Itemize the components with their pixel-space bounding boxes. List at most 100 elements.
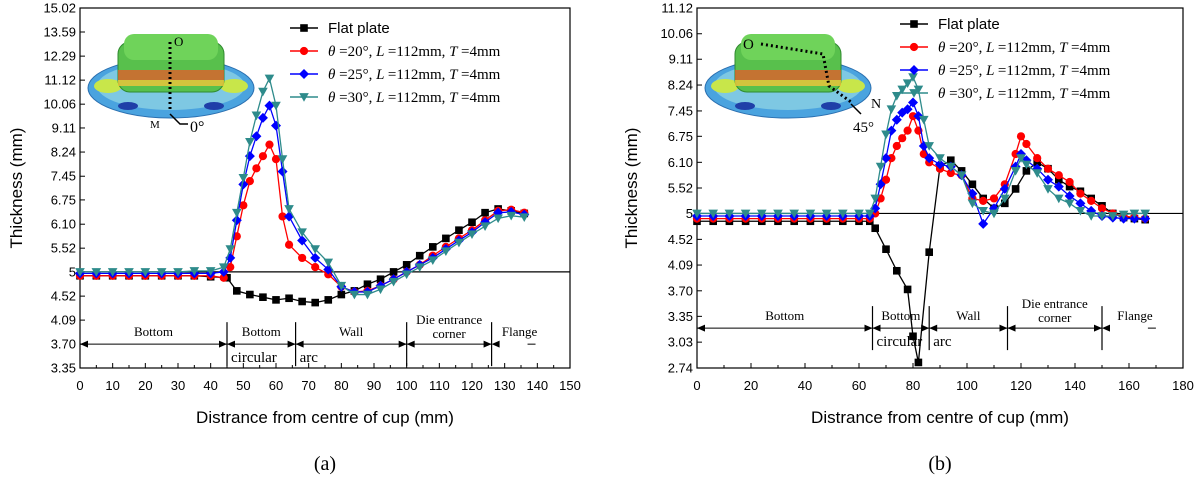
data-point-theta30 — [258, 87, 268, 97]
data-point-flat — [968, 180, 977, 189]
legend-label-part: L — [375, 44, 388, 60]
legend-label-part: =20°, — [335, 44, 376, 60]
y-tick-label: 3.70 — [51, 337, 76, 352]
data-point-theta30 — [935, 154, 945, 163]
data-point-theta30 — [708, 209, 718, 219]
series-theta25 — [75, 100, 530, 297]
y-tick-label: 4.09 — [668, 258, 693, 273]
data-point-theta30 — [1010, 167, 1021, 176]
y-tick-label: 11.12 — [661, 1, 693, 16]
data-point-theta30 — [454, 238, 464, 248]
region-label: Bottom — [242, 324, 281, 339]
data-point-theta30 — [946, 162, 956, 172]
data-point-theta20 — [1016, 132, 1026, 141]
x-tick-label: 20 — [138, 378, 152, 393]
data-point-theta20 — [298, 253, 307, 263]
legend-label-part: θ — [938, 40, 946, 56]
data-point-flat — [233, 287, 241, 295]
region-arrowhead — [697, 324, 705, 332]
data-point-theta30 — [336, 281, 347, 291]
legend-label-part: θ — [938, 86, 946, 102]
region-label: Bottom — [134, 324, 173, 339]
legend-label-part: =112mm, — [388, 67, 449, 83]
data-point-theta30 — [506, 211, 516, 221]
x-tick-label: 40 — [798, 378, 812, 393]
region-sub-label: arc — [300, 350, 319, 366]
legend-label-part: =112mm, — [998, 86, 1059, 102]
inset-cup-band — [118, 70, 224, 80]
fe-contour-inset: O N 45° — [704, 34, 881, 136]
chart-b: O N 45° 0 20 40 60 80 100 120 140 160 180 2.74 3.03 3.3… — [622, 1, 1194, 476]
data-point-theta30 — [297, 228, 307, 238]
data-point-theta30 — [375, 285, 386, 295]
data-point-theta30 — [1016, 154, 1026, 163]
x-tick-label: 80 — [906, 378, 920, 393]
data-point-theta30 — [264, 74, 275, 84]
data-point-flat — [442, 234, 450, 243]
data-point-theta30 — [428, 256, 438, 266]
data-point-theta20 — [219, 273, 228, 282]
data-point-flat — [1055, 175, 1063, 184]
y-tick-label: 10.06 — [43, 97, 76, 112]
region-arrowhead — [227, 340, 235, 348]
legend-label-part: L — [375, 67, 388, 83]
data-point-theta30 — [124, 268, 134, 277]
data-point-theta30 — [724, 209, 735, 219]
region-sub-label: arc — [933, 334, 952, 350]
data-point-theta20 — [265, 140, 274, 149]
data-point-theta30 — [349, 290, 360, 300]
data-point-theta25 — [891, 114, 902, 125]
region-arrowhead — [1094, 324, 1102, 332]
x-axis-label: Distrance from centre of cup (mm) — [811, 408, 1069, 427]
data-point-theta30 — [271, 101, 281, 111]
data-point-theta25 — [238, 179, 249, 190]
data-point-theta30 — [1086, 212, 1096, 221]
region-label: Flange — [502, 324, 538, 339]
data-point-theta20 — [226, 263, 235, 272]
inset-cup-band — [735, 70, 841, 80]
inset-point-start: O — [174, 34, 183, 49]
series-flat — [693, 156, 1149, 367]
data-point-theta30 — [757, 209, 767, 219]
y-tick-label: 5 — [69, 264, 76, 279]
data-point-theta30 — [277, 155, 288, 164]
data-point-theta20 — [898, 134, 907, 143]
region-label: corner — [433, 326, 467, 341]
data-point-theta30 — [1108, 212, 1118, 221]
data-point-flat — [272, 296, 280, 304]
y-tick-label: 3.03 — [668, 335, 693, 350]
region-arrowhead — [999, 324, 1008, 332]
x-tick-label: 60 — [269, 378, 283, 393]
x-tick-label: 180 — [1172, 378, 1194, 393]
inset-angle-label: 45° — [853, 120, 874, 136]
data-point-flat — [363, 280, 372, 289]
data-point-flat — [914, 358, 923, 367]
data-point-theta30 — [173, 268, 183, 277]
data-point-theta20 — [239, 201, 248, 210]
data-point-theta20 — [1076, 189, 1085, 198]
y-tick-label: 3.35 — [668, 309, 693, 324]
data-point-theta25 — [924, 153, 935, 164]
data-point-flat — [468, 218, 476, 227]
legend-label-part: L — [375, 90, 388, 106]
data-point-theta20 — [258, 152, 268, 161]
data-point-theta30 — [225, 245, 236, 254]
region-arrowhead — [483, 340, 492, 348]
legend-label-part: =25°, — [335, 67, 376, 83]
region-arrowhead — [864, 324, 873, 332]
data-point-theta30 — [1118, 210, 1129, 220]
legend-label-part: T — [1059, 40, 1071, 56]
x-tick-label: 120 — [1010, 378, 1032, 393]
x-tick-label: 0 — [693, 378, 700, 393]
x-tick-label: 100 — [396, 378, 418, 393]
data-point-theta20 — [284, 240, 294, 249]
legend-marker-theta30 — [299, 93, 309, 102]
x-tick-label: 20 — [744, 378, 758, 393]
data-point-theta30 — [205, 267, 216, 276]
series-theta30 — [75, 74, 530, 300]
data-point-theta20 — [946, 168, 955, 178]
data-point-flat — [455, 226, 463, 234]
data-point-theta30 — [897, 85, 907, 95]
